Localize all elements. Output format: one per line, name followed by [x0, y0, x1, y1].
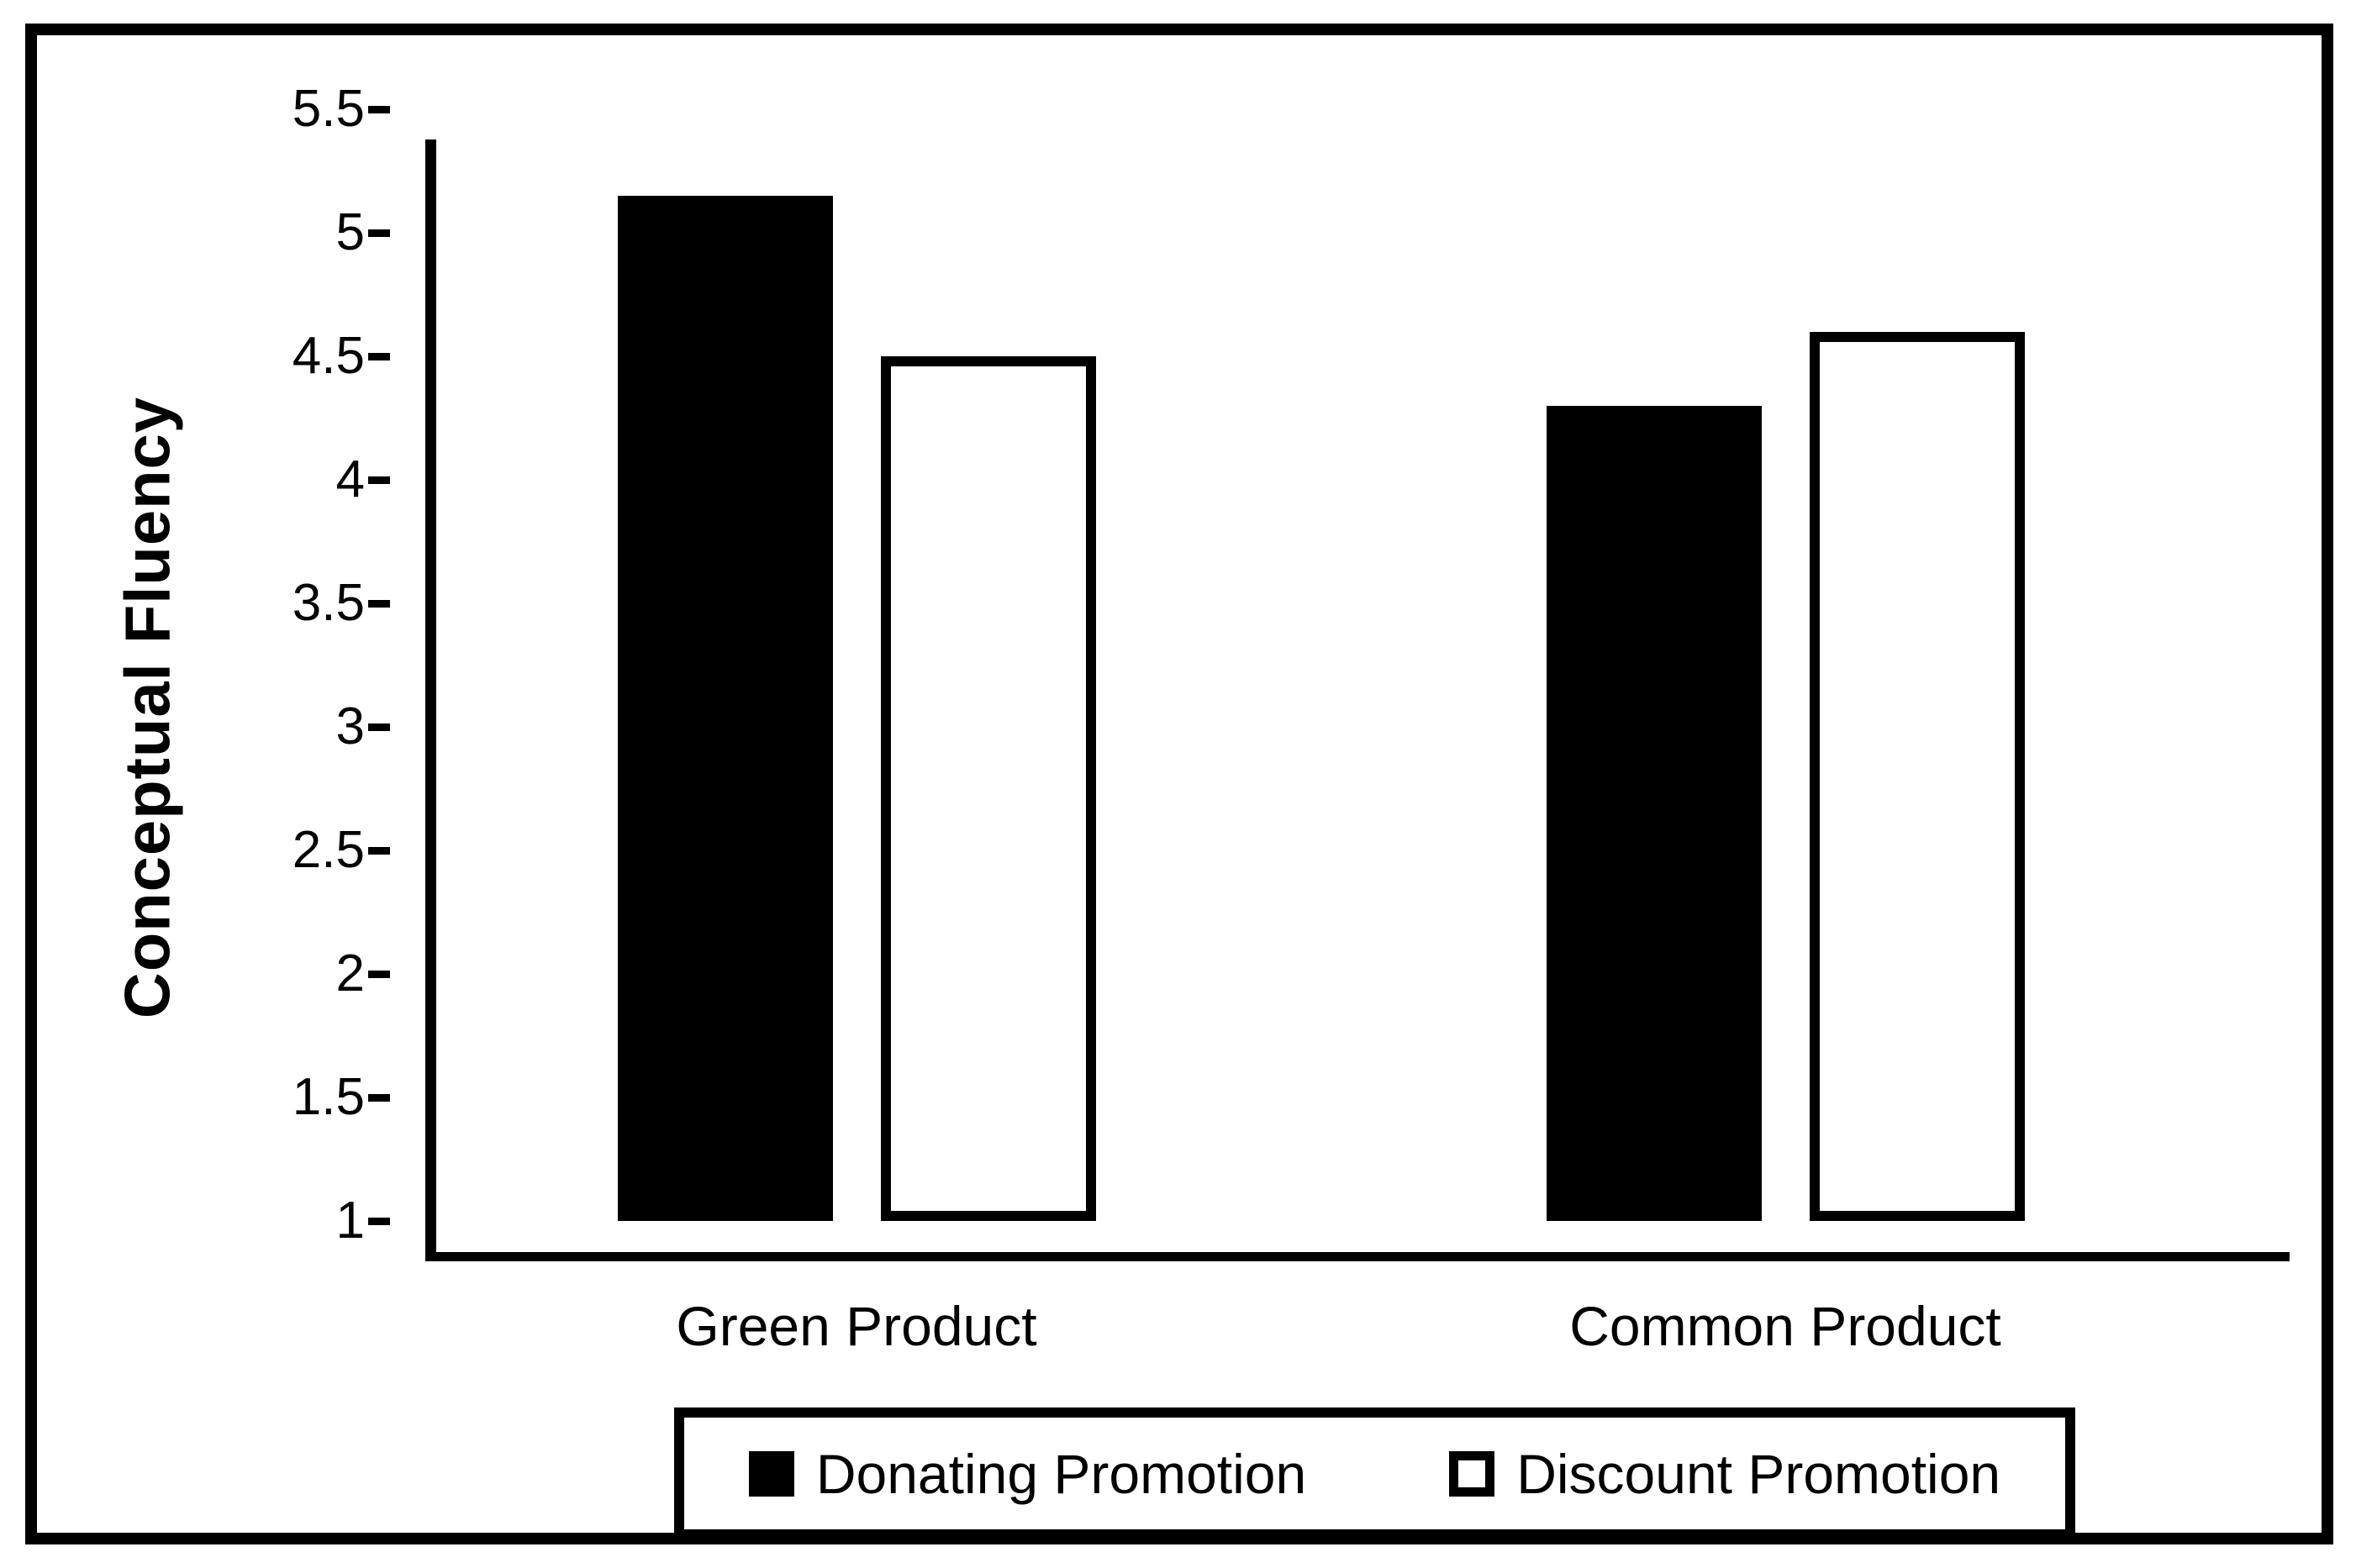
y-tick-label-2: 2: [335, 944, 365, 1002]
y-tick-label-1: 1: [335, 1192, 365, 1250]
legend-item-donating: Donating Promotion: [748, 1442, 1307, 1506]
y-axis-line: [425, 139, 436, 1260]
legend-box: Donating Promotion Discount Promotion: [674, 1408, 2075, 1539]
y-tick-label-4-5: 4.5: [292, 327, 365, 385]
y-tick-mark-4-5: [368, 353, 390, 360]
donating-swatch-icon: [748, 1450, 794, 1497]
category-label-common-product: Common Product: [1569, 1295, 2001, 1357]
y-tick-label-2-5: 2.5: [292, 821, 365, 879]
legend-item-discount: Discount Promotion: [1449, 1442, 2000, 1506]
y-tick-mark-4: [368, 476, 390, 484]
y-axis-title: Conceptual Fluency: [112, 396, 184, 1019]
legend-label-donating: Donating Promotion: [815, 1442, 1307, 1505]
y-tick-mark-5: [368, 229, 390, 237]
discount-swatch-icon: [1449, 1450, 1495, 1497]
y-tick-mark-5-5: [368, 106, 390, 113]
y-tick-label-5-5: 5.5: [292, 80, 365, 138]
y-tick-label-3-5: 3.5: [292, 574, 365, 632]
legend-label-discount: Discount Promotion: [1516, 1442, 2001, 1505]
category-label-green-product: Green Product: [676, 1295, 1037, 1357]
y-tick-label-3: 3: [335, 697, 365, 755]
bar-donating-promotion-green-product: [617, 195, 833, 1221]
y-tick-mark-3: [368, 723, 390, 731]
y-tick-mark-3-5: [368, 600, 390, 608]
chart-outer-border: Conceptual Fluency 5.5 5 4.5 4 3.5 3 2.5 2 1.5 1 …: [25, 24, 2333, 1544]
y-tick-mark-2-5: [368, 847, 390, 855]
bar-discount-promotion-common-product: [1809, 331, 2025, 1221]
y-tick-mark-1-5: [368, 1094, 390, 1102]
y-tick-label-5: 5: [335, 203, 365, 261]
y-tick-label-1-5: 1.5: [292, 1068, 365, 1126]
y-tick-mark-1: [368, 1218, 390, 1225]
bar-discount-promotion-green-product: [880, 356, 1096, 1221]
bar-donating-promotion-common-product: [1546, 405, 1762, 1221]
y-tick-mark-2: [368, 971, 390, 978]
y-tick-label-4: 4: [335, 450, 365, 508]
x-axis-line: [425, 1252, 2290, 1261]
